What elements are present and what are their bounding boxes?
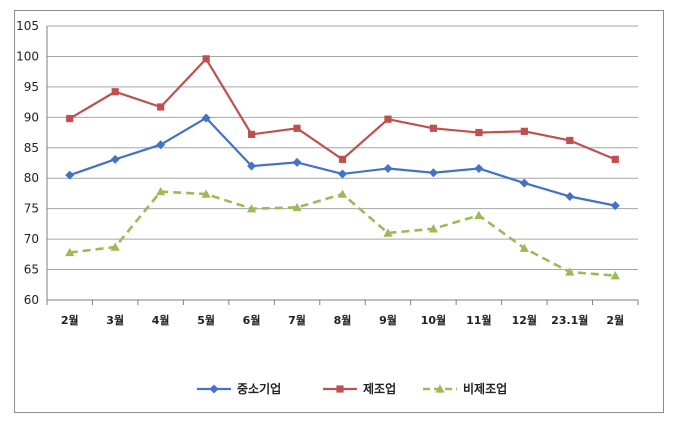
data-point [337, 189, 348, 198]
y-axis-ticks: 60 65 70 75 80 85 90 95 100 105 [16, 19, 39, 307]
y-tick-label: 85 [24, 141, 39, 155]
x-tick-label: 9월 [379, 313, 397, 327]
y-tick-label: 80 [24, 171, 39, 185]
series-2 [66, 55, 619, 163]
data-point [156, 140, 166, 150]
data-point [201, 113, 211, 123]
x-axis-ticks: 2월 3월 4월 5월 6월 7월 8월 9월 10월 11월 12월 23.1월 2월 [46, 300, 639, 327]
data-point [110, 242, 120, 251]
legend-marker [336, 385, 344, 393]
data-point [474, 163, 484, 173]
legend-label: 중소기업 [237, 381, 281, 396]
data-point [383, 163, 393, 173]
data-point [474, 210, 484, 220]
x-tick-label: 12월 [512, 313, 537, 327]
x-tick-label: 7월 [288, 313, 306, 327]
data-point [65, 247, 75, 257]
data-point [156, 187, 166, 196]
x-tick-label: 4월 [152, 313, 170, 327]
data-point [565, 267, 575, 276]
data-point [110, 154, 120, 164]
data-point [111, 88, 119, 96]
x-tick-label: 10월 [421, 313, 446, 327]
series-3 [65, 187, 620, 280]
data-point [610, 201, 620, 211]
data-point [247, 161, 257, 171]
data-point [520, 127, 528, 135]
x-tick-label: 6월 [243, 313, 261, 327]
legend-marker [435, 384, 445, 393]
data-point [201, 189, 211, 198]
x-tick-label: 2월 [61, 313, 79, 327]
data-point [384, 115, 392, 123]
y-tick-label: 65 [24, 263, 39, 277]
data-point [611, 155, 619, 163]
x-tick-label: 23.1월 [551, 313, 588, 327]
y-tick-label: 70 [24, 232, 39, 246]
series-lines [65, 55, 620, 280]
x-tick-label: 5월 [197, 313, 215, 327]
y-tick-label: 105 [16, 19, 39, 33]
data-point [338, 169, 347, 179]
data-point [429, 124, 438, 132]
y-tick-label: 60 [24, 293, 39, 307]
data-point [475, 128, 483, 137]
data-point [428, 224, 439, 233]
y-tick-label: 95 [24, 80, 39, 94]
data-point [247, 130, 256, 138]
y-tick-label: 90 [24, 110, 39, 124]
legend-label: 비제조업 [463, 381, 507, 396]
x-tick-label: 2월 [606, 313, 624, 327]
y-tick-label: 75 [24, 202, 39, 216]
series-1 [65, 113, 620, 211]
chart-frame [14, 10, 664, 413]
data-point [383, 228, 393, 237]
data-point [157, 103, 165, 111]
legend-marker [209, 384, 219, 394]
data-point [66, 114, 74, 123]
data-point [292, 157, 302, 167]
data-point [202, 55, 210, 63]
series-line [69, 190, 616, 277]
y-tick-label: 100 [16, 49, 39, 63]
legend-item-1: 중소기업 [197, 381, 281, 396]
legend-label: 제조업 [363, 382, 396, 396]
data-point [566, 136, 574, 145]
legend: 중소기업 제조업 비제조업 [197, 381, 507, 396]
legend-item-2: 제조업 [323, 382, 396, 396]
x-tick-label: 3월 [106, 313, 124, 327]
data-point [338, 155, 347, 163]
data-point [246, 204, 257, 213]
legend-item-3: 비제조업 [423, 381, 507, 396]
data-point [428, 168, 438, 178]
data-point [293, 124, 301, 132]
gridlines [46, 25, 638, 301]
data-point [610, 271, 620, 280]
x-tick-label: 11월 [466, 313, 491, 327]
data-point [565, 191, 575, 201]
series-line [69, 57, 616, 161]
data-point [519, 243, 529, 252]
data-point [292, 202, 302, 212]
x-tick-label: 8월 [334, 313, 352, 327]
data-point [65, 170, 75, 180]
data-point [519, 178, 529, 188]
